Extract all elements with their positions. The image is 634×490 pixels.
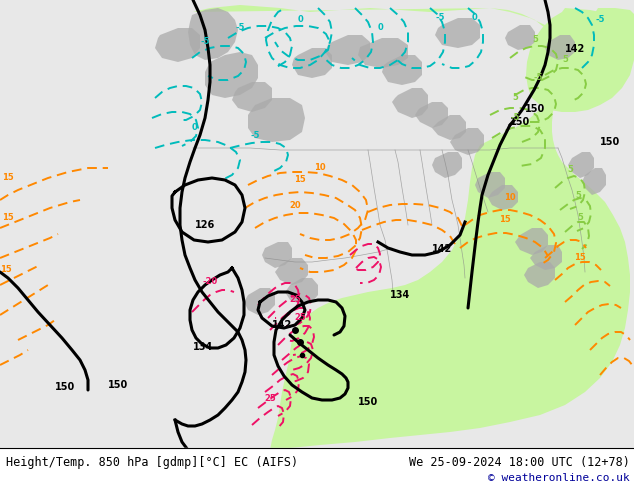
Polygon shape	[432, 115, 466, 140]
Bar	[0, 448, 634, 490]
Text: 5: 5	[512, 94, 518, 102]
Polygon shape	[244, 288, 275, 315]
Text: 5: 5	[532, 35, 538, 45]
Text: 15: 15	[294, 175, 306, 185]
Polygon shape	[450, 128, 484, 155]
Text: 25: 25	[294, 314, 306, 322]
Text: 15: 15	[0, 266, 12, 274]
Text: 25: 25	[264, 393, 276, 402]
Text: 0: 0	[192, 123, 198, 132]
Polygon shape	[582, 168, 606, 195]
Polygon shape	[415, 102, 448, 128]
Text: 150: 150	[525, 104, 545, 114]
Text: -5: -5	[595, 16, 605, 24]
Text: 150: 150	[55, 382, 75, 392]
Text: 15: 15	[574, 253, 586, 263]
Text: 20: 20	[289, 200, 301, 210]
Polygon shape	[262, 242, 292, 268]
Polygon shape	[488, 185, 518, 210]
Polygon shape	[432, 152, 462, 178]
Polygon shape	[392, 88, 428, 118]
Text: 15: 15	[2, 173, 14, 182]
Polygon shape	[205, 52, 258, 98]
Text: 10: 10	[314, 164, 326, 172]
Polygon shape	[275, 258, 308, 285]
Text: 150: 150	[358, 397, 378, 407]
Polygon shape	[435, 18, 480, 48]
Polygon shape	[232, 82, 272, 112]
Text: -5: -5	[533, 74, 543, 82]
Text: -5: -5	[436, 14, 444, 23]
Text: 126: 126	[195, 220, 216, 230]
Polygon shape	[524, 262, 555, 288]
Polygon shape	[285, 278, 318, 305]
Polygon shape	[526, 8, 634, 112]
Text: 10: 10	[504, 194, 516, 202]
Text: -20: -20	[202, 277, 217, 287]
Polygon shape	[475, 172, 505, 198]
Text: 142: 142	[565, 44, 585, 54]
Text: 142: 142	[272, 320, 292, 330]
Text: 0: 0	[297, 16, 303, 24]
Text: 150: 150	[108, 380, 128, 390]
Polygon shape	[358, 38, 408, 68]
Text: 134: 134	[193, 342, 213, 352]
Text: 142: 142	[432, 244, 452, 254]
Polygon shape	[193, 5, 630, 450]
Text: -5: -5	[510, 114, 520, 122]
Text: 5: 5	[567, 166, 573, 174]
Polygon shape	[325, 35, 370, 65]
Text: We 25-09-2024 18:00 UTC (12+78): We 25-09-2024 18:00 UTC (12+78)	[409, 456, 630, 468]
Text: 5: 5	[575, 191, 581, 199]
Polygon shape	[505, 25, 535, 50]
Polygon shape	[568, 152, 594, 178]
Text: -5: -5	[235, 24, 245, 32]
Text: 0: 0	[472, 14, 478, 23]
Text: 134: 134	[390, 290, 410, 300]
Text: 150: 150	[600, 137, 620, 147]
Text: 150: 150	[510, 117, 530, 127]
Polygon shape	[292, 48, 332, 78]
Text: 15: 15	[2, 214, 14, 222]
Polygon shape	[188, 8, 238, 60]
Text: -5: -5	[200, 38, 210, 47]
Text: 0: 0	[377, 24, 383, 32]
Text: 5: 5	[562, 55, 568, 65]
Text: 25: 25	[289, 295, 301, 304]
Polygon shape	[155, 28, 200, 62]
Polygon shape	[545, 35, 575, 60]
Polygon shape	[248, 98, 305, 142]
Text: 5: 5	[577, 214, 583, 222]
Polygon shape	[382, 55, 422, 85]
Text: © weatheronline.co.uk: © weatheronline.co.uk	[488, 473, 630, 483]
Text: -5: -5	[250, 130, 260, 140]
Text: Height/Temp. 850 hPa [gdmp][°C] EC (AIFS): Height/Temp. 850 hPa [gdmp][°C] EC (AIFS…	[6, 456, 298, 468]
Polygon shape	[530, 245, 562, 270]
Polygon shape	[590, 8, 634, 42]
Polygon shape	[515, 228, 548, 255]
Text: 15: 15	[499, 216, 511, 224]
